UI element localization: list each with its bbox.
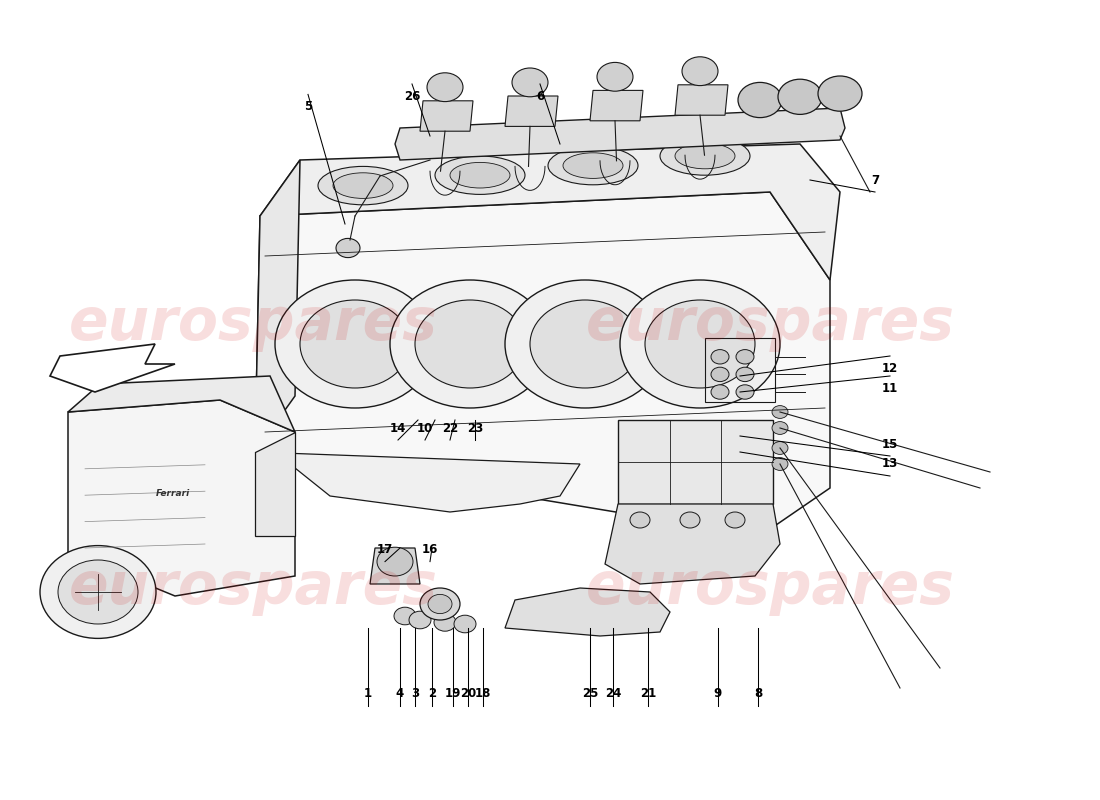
Text: 8: 8 bbox=[754, 687, 762, 700]
Polygon shape bbox=[255, 432, 295, 536]
Circle shape bbox=[530, 300, 640, 388]
Polygon shape bbox=[260, 144, 840, 280]
Polygon shape bbox=[505, 96, 558, 126]
Circle shape bbox=[512, 68, 548, 97]
Text: 2: 2 bbox=[428, 687, 436, 700]
Circle shape bbox=[58, 560, 138, 624]
Ellipse shape bbox=[434, 156, 525, 194]
Ellipse shape bbox=[318, 166, 408, 205]
Circle shape bbox=[597, 62, 632, 91]
Polygon shape bbox=[68, 400, 295, 596]
Circle shape bbox=[711, 350, 729, 364]
Text: 20: 20 bbox=[460, 687, 476, 700]
Polygon shape bbox=[420, 101, 473, 131]
Text: 16: 16 bbox=[421, 543, 438, 556]
Polygon shape bbox=[605, 504, 780, 584]
Text: 7: 7 bbox=[871, 174, 879, 186]
Polygon shape bbox=[590, 90, 644, 121]
Text: eurospares: eurospares bbox=[585, 295, 955, 353]
Text: 11: 11 bbox=[882, 382, 898, 394]
Circle shape bbox=[40, 546, 156, 638]
Text: Ferrari: Ferrari bbox=[156, 489, 190, 498]
Circle shape bbox=[454, 615, 476, 633]
Circle shape bbox=[645, 300, 755, 388]
Circle shape bbox=[434, 614, 456, 631]
Text: 26: 26 bbox=[404, 90, 420, 102]
Circle shape bbox=[427, 73, 463, 102]
Circle shape bbox=[772, 422, 788, 434]
Circle shape bbox=[772, 442, 788, 454]
Text: 22: 22 bbox=[442, 422, 458, 434]
Text: eurospares: eurospares bbox=[68, 559, 438, 617]
Circle shape bbox=[711, 385, 729, 399]
Ellipse shape bbox=[450, 162, 510, 188]
Text: 5: 5 bbox=[304, 100, 312, 113]
Circle shape bbox=[336, 238, 360, 258]
Circle shape bbox=[300, 300, 410, 388]
Ellipse shape bbox=[563, 153, 623, 178]
Circle shape bbox=[620, 280, 780, 408]
Polygon shape bbox=[505, 588, 670, 636]
Circle shape bbox=[394, 607, 416, 625]
Polygon shape bbox=[50, 344, 175, 392]
Circle shape bbox=[736, 350, 754, 364]
Text: 13: 13 bbox=[882, 458, 898, 470]
Ellipse shape bbox=[333, 173, 393, 198]
Text: 21: 21 bbox=[640, 687, 656, 700]
Text: eurospares: eurospares bbox=[585, 559, 955, 617]
Circle shape bbox=[428, 594, 452, 614]
Text: 10: 10 bbox=[417, 422, 433, 434]
Polygon shape bbox=[255, 160, 300, 452]
Polygon shape bbox=[68, 376, 295, 432]
Text: eurospares: eurospares bbox=[68, 295, 438, 353]
Circle shape bbox=[778, 79, 822, 114]
Circle shape bbox=[818, 76, 862, 111]
Polygon shape bbox=[675, 85, 728, 115]
Circle shape bbox=[738, 82, 782, 118]
Circle shape bbox=[680, 512, 700, 528]
Text: 9: 9 bbox=[714, 687, 722, 700]
Circle shape bbox=[415, 300, 525, 388]
Text: 18: 18 bbox=[475, 687, 492, 700]
Ellipse shape bbox=[660, 137, 750, 175]
Circle shape bbox=[736, 367, 754, 382]
Text: 1: 1 bbox=[364, 687, 372, 700]
Circle shape bbox=[377, 547, 412, 576]
Polygon shape bbox=[395, 108, 845, 160]
Circle shape bbox=[390, 280, 550, 408]
Circle shape bbox=[711, 367, 729, 382]
Circle shape bbox=[772, 406, 788, 418]
Bar bbox=[705, 338, 776, 402]
Circle shape bbox=[409, 611, 431, 629]
Circle shape bbox=[505, 280, 666, 408]
Text: 4: 4 bbox=[396, 687, 404, 700]
Circle shape bbox=[682, 57, 718, 86]
Circle shape bbox=[630, 512, 650, 528]
Text: 17: 17 bbox=[377, 543, 393, 556]
Text: 6: 6 bbox=[536, 90, 544, 102]
Polygon shape bbox=[618, 420, 773, 504]
Text: 24: 24 bbox=[605, 687, 621, 700]
Text: 14: 14 bbox=[389, 422, 406, 434]
Text: 12: 12 bbox=[882, 362, 898, 374]
Ellipse shape bbox=[548, 146, 638, 185]
Text: 19: 19 bbox=[444, 687, 461, 700]
Circle shape bbox=[275, 280, 434, 408]
Text: 15: 15 bbox=[882, 438, 899, 450]
Text: 3: 3 bbox=[411, 687, 419, 700]
Circle shape bbox=[736, 385, 754, 399]
Circle shape bbox=[772, 458, 788, 470]
Circle shape bbox=[420, 588, 460, 620]
Text: 23: 23 bbox=[466, 422, 483, 434]
Text: 25: 25 bbox=[582, 687, 598, 700]
Polygon shape bbox=[255, 192, 831, 536]
Polygon shape bbox=[370, 548, 420, 584]
Ellipse shape bbox=[675, 143, 735, 169]
Polygon shape bbox=[255, 452, 580, 512]
Circle shape bbox=[725, 512, 745, 528]
